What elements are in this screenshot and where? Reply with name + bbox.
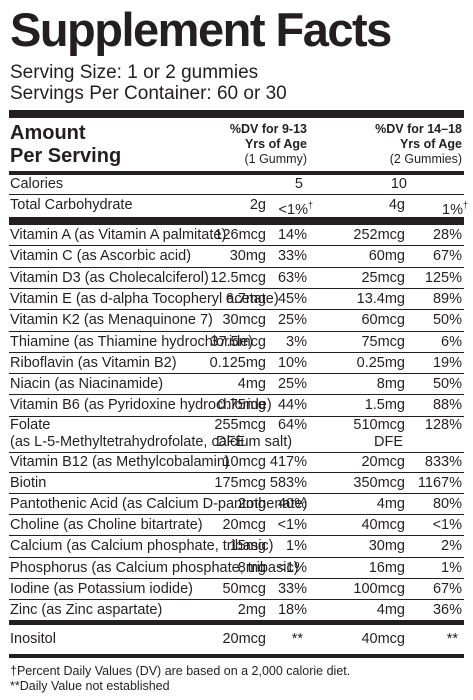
nutrient-label-cell: Riboflavin (as Vitamin B2): [10, 354, 177, 371]
nutrient-amount-cell: 252mcg: [353, 227, 405, 243]
nutrient-label-cell: Choline (as Choline bitartrate): [10, 517, 203, 534]
nutrient-pct-cell: 417%: [269, 454, 307, 470]
nutrient-amount-cell: 8mg: [376, 376, 405, 393]
nutrient-amount-cell: 20mcg: [222, 517, 266, 534]
nutrient-label-cell: Thiamine (as Thiamine hydrochloride): [10, 333, 254, 350]
nutrient-amount-cell: 350mcg: [353, 475, 405, 492]
column-header-14-18: %DV for 14–18 Yrs of Age (2 Gummies): [375, 122, 462, 166]
nutrient-amount-cell: 60mcg: [361, 312, 405, 329]
nutrient-pct-cell: 14%: [277, 227, 307, 243]
nutrient-pct-cell: 833%: [424, 454, 462, 470]
nutrient-amount-cell: 16mg: [368, 559, 405, 576]
nutrient-amount-cell: 37.5mcg: [210, 333, 266, 350]
nutrient-pct-cell: 36%: [432, 601, 462, 618]
nutrient-amount-cell: 100mcg: [353, 580, 405, 597]
nutrient-amount-cell: 0.125mg: [209, 354, 266, 371]
nutrient-amount-cell: 6.7mg: [225, 290, 266, 307]
panel-title: Supplement Facts: [10, 3, 392, 56]
servings-per-container: Servings Per Container: 60 or 30: [10, 83, 287, 104]
nutrient-label-cell: Vitamin A (as Vitamin A palmitate): [10, 227, 227, 243]
thick-divider-top: [9, 110, 464, 118]
nutrient-amount-cell: 50mcg: [222, 580, 266, 597]
nutrient-amount-cell: 13.4mg: [356, 290, 405, 307]
nutrient-amount-cell: 2mg: [237, 601, 266, 618]
divider-medium: [9, 171, 464, 175]
nutrient-amount-cell: 4mg: [376, 496, 405, 513]
nutrient-pct-cell: 80%: [432, 496, 462, 513]
nutrient-amount-cell: 175mcg: [214, 475, 266, 492]
nutrient-amount-cell: 4mg: [376, 601, 405, 618]
nutrient-pct-cell: 25%: [277, 312, 307, 329]
nutrient-label-cell: Vitamin B6 (as Pyridoxine hydrochloride): [10, 397, 272, 414]
nutrient-label-cell: Phosphorus (as Calcium phosphate, tribas…: [10, 559, 299, 576]
nutrient-pct-cell: 25%: [277, 376, 307, 393]
nutrient-pct-cell: 10%: [277, 354, 307, 371]
nutrient-pct-cell: 19%: [432, 354, 462, 371]
nutrient-pct-cell: 40%: [277, 496, 307, 513]
nutrient-label-cell: Vitamin C (as Ascorbic acid): [10, 248, 192, 265]
nutrient-label-cell: Vitamin B12 (as Methylcobalamin): [10, 454, 230, 470]
nutrient-amount-cell: 1.5mg: [364, 397, 405, 414]
nutrient-pct-cell: <1%: [277, 517, 307, 534]
nutrient-pct-cell: 50%: [432, 312, 462, 329]
nutrient-pct-cell: 44%: [277, 397, 307, 414]
nutrient-pct-cell: <1%: [432, 517, 462, 534]
nutrient-amount-cell: 20mcg: [361, 454, 405, 470]
nutrient-pct-cell: 67%: [432, 248, 462, 265]
nutrient-pct-cell: 1167%: [417, 475, 462, 492]
nutrient-label-cell: Biotin: [10, 475, 47, 492]
footnote-not-established: **Daily Value not established: [10, 679, 170, 693]
nutrient-pct-cell: 2%: [441, 538, 462, 555]
nutrient-amount-cell: 30mg: [229, 248, 266, 265]
nutrient-pct-cell: 89%: [432, 290, 462, 307]
nutrient-amount-cell: 0.25mg: [356, 354, 405, 371]
nutrient-amount-cell: 8mg: [237, 559, 266, 576]
nutrient-pct-cell: 125%: [424, 269, 462, 286]
nutrient-pct-cell: 63%: [277, 269, 307, 286]
nutrient-amount-cell: 126mcg: [214, 227, 266, 243]
nutrient-label-cell: Vitamin E (as d-alpha Tocopheryl acetate…: [10, 290, 279, 307]
nutrient-amount-cell: 60mg: [368, 248, 405, 265]
nutrient-label-cell: Niacin (as Niacinamide): [10, 376, 164, 393]
nutrient-pct-cell: <1%: [277, 559, 307, 576]
nutrient-label-cell: Vitamin K2 (as Menaquinone 7): [10, 312, 213, 329]
nutrient-pct-cell: 583%: [269, 475, 307, 492]
nutrient-amount-cell: 2mg: [237, 496, 266, 513]
nutrient-pct-cell: 6%: [441, 333, 462, 350]
nutrient-pct-cell: 1%: [441, 559, 462, 576]
nutrient-pct-cell: 28%: [432, 227, 462, 243]
divider-before-inositol: [9, 621, 464, 625]
nutrient-amount-cell: 15mg: [229, 538, 266, 555]
nutrient-label-cell: Zinc (as Zinc aspartate): [10, 601, 163, 618]
nutrient-amount-cell: 12.5mcg: [210, 269, 266, 286]
serving-size: Serving Size: 1 or 2 gummies: [10, 62, 259, 83]
amount-per-serving-heading: Amount Per Serving: [10, 122, 122, 167]
nutrient-label-cell: Vitamin D3 (as Cholecalciferol): [10, 269, 209, 286]
nutrient-pct-cell: 45%: [277, 290, 307, 307]
nutrient-pct-cell: 1%: [286, 538, 307, 555]
nutrient-amount-cell: 0.75mg: [217, 397, 266, 414]
nutrient-label-cell: Pantothenic Acid (as Calcium D-pantothen…: [10, 496, 308, 513]
nutrient-label-cell: Iodine (as Potassium iodide): [10, 580, 193, 597]
nutrient-amount-cell: 10mcg: [222, 454, 266, 470]
nutrient-amount-cell: 30mcg: [222, 312, 266, 329]
nutrient-pct-cell: 3%: [286, 333, 307, 350]
nutrient-amount-cell: 30mg: [368, 538, 405, 555]
nutrient-pct-cell: 67%: [432, 580, 462, 597]
nutrient-pct-cell: 33%: [277, 248, 307, 265]
nutrient-amount-cell: 40mcg: [361, 517, 405, 534]
nutrient-pct-cell: 33%: [277, 580, 307, 597]
nutrient-pct-cell: 18%: [277, 601, 307, 618]
nutrient-label-cell: Calcium (as Calcium phosphate, tribasic): [10, 538, 274, 555]
nutrient-amount-cell: 4mg: [237, 376, 266, 393]
nutrient-amount-cell: 75mcg: [361, 333, 405, 350]
column-header-9-13: %DV for 9-13 Yrs of Age (1 Gummy): [229, 122, 307, 166]
footnote-dv: †Percent Daily Values (DV) are based on …: [10, 664, 351, 678]
nutrient-pct-cell: 88%: [432, 397, 462, 414]
divider-bottom: [9, 654, 464, 658]
thick-divider-middle: [9, 217, 464, 225]
nutrient-pct-cell: 50%: [432, 376, 462, 393]
nutrient-amount-cell: 25mcg: [361, 269, 405, 286]
